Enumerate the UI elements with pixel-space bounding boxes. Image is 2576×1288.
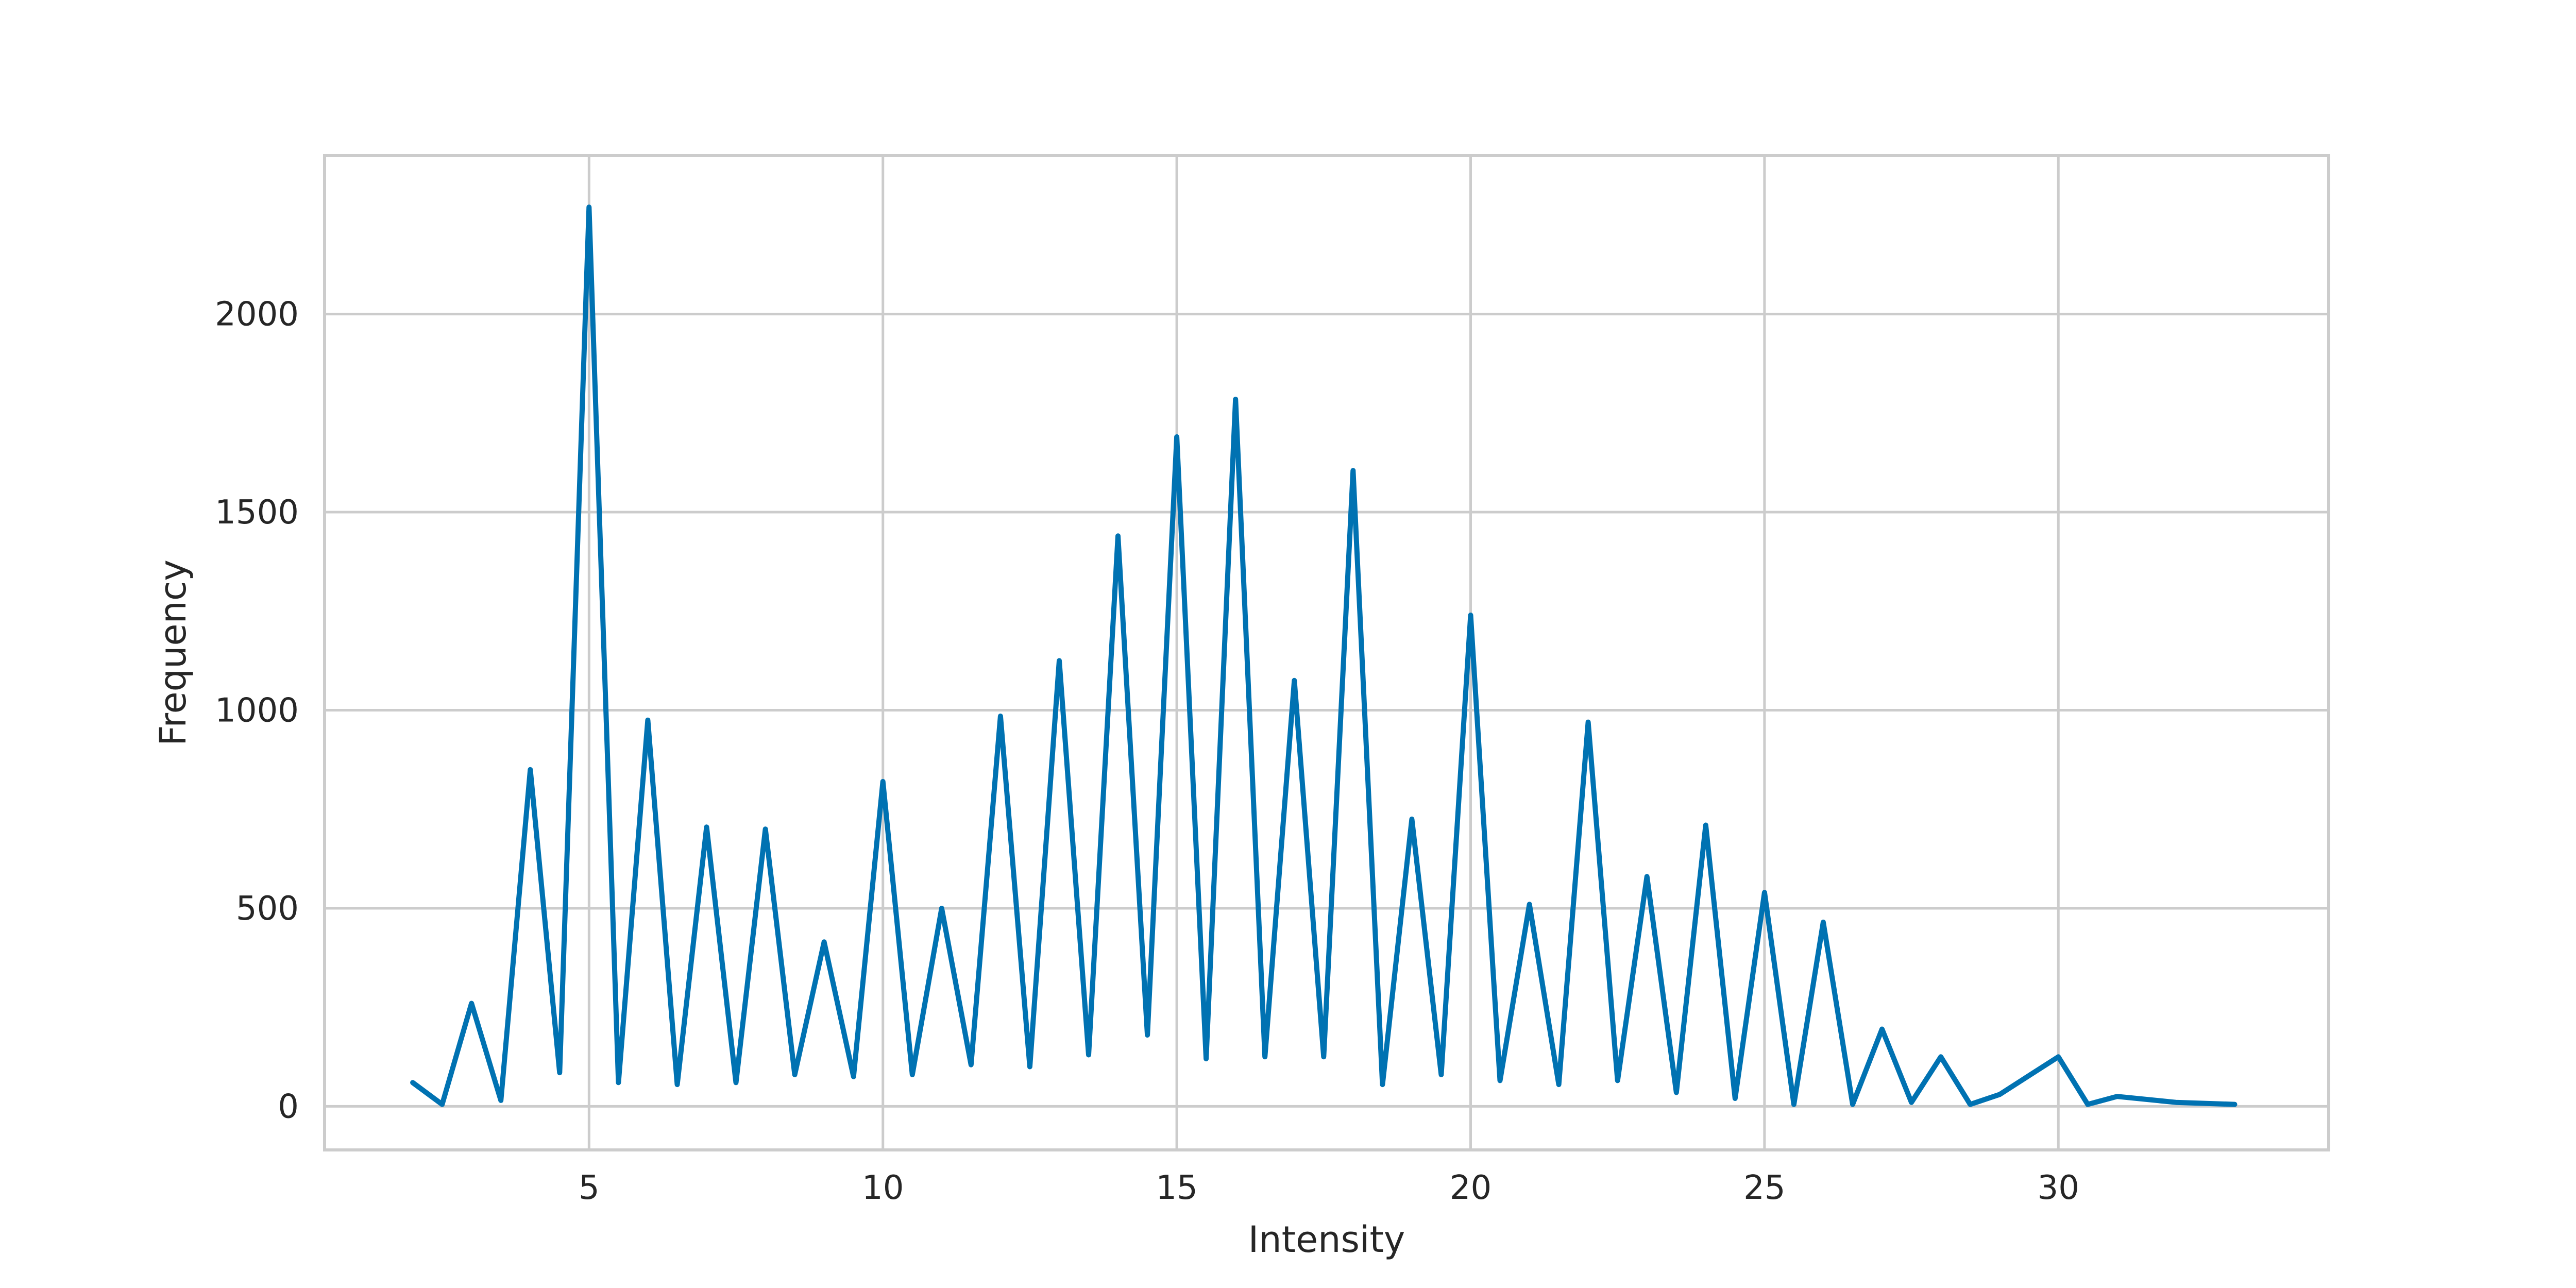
y-tick-label: 0 xyxy=(278,1088,299,1126)
grid xyxy=(325,156,2329,1150)
x-tick-label: 30 xyxy=(2038,1169,2079,1207)
x-tick-label: 20 xyxy=(1450,1169,1492,1207)
series-layer xyxy=(410,205,2238,1107)
tick-labels: 5 10 15 20 25 30 0 500 1000 1500 2000 xyxy=(215,296,2079,1207)
x-tick-label: 5 xyxy=(579,1169,600,1207)
x-tick-label: 10 xyxy=(862,1169,904,1207)
plot-frame xyxy=(323,154,2330,1151)
x-tick-label: 25 xyxy=(1743,1169,1785,1207)
y-tick-label: 1500 xyxy=(215,494,299,532)
series-line xyxy=(410,205,2238,1107)
x-tick-label: 15 xyxy=(1156,1169,1197,1207)
y-tick-label: 500 xyxy=(236,890,299,928)
x-axis-label: Intensity xyxy=(1248,1218,1405,1261)
y-axis-label: Frequency xyxy=(152,560,194,746)
y-tick-label: 2000 xyxy=(215,296,299,334)
y-tick-label: 1000 xyxy=(215,691,299,730)
